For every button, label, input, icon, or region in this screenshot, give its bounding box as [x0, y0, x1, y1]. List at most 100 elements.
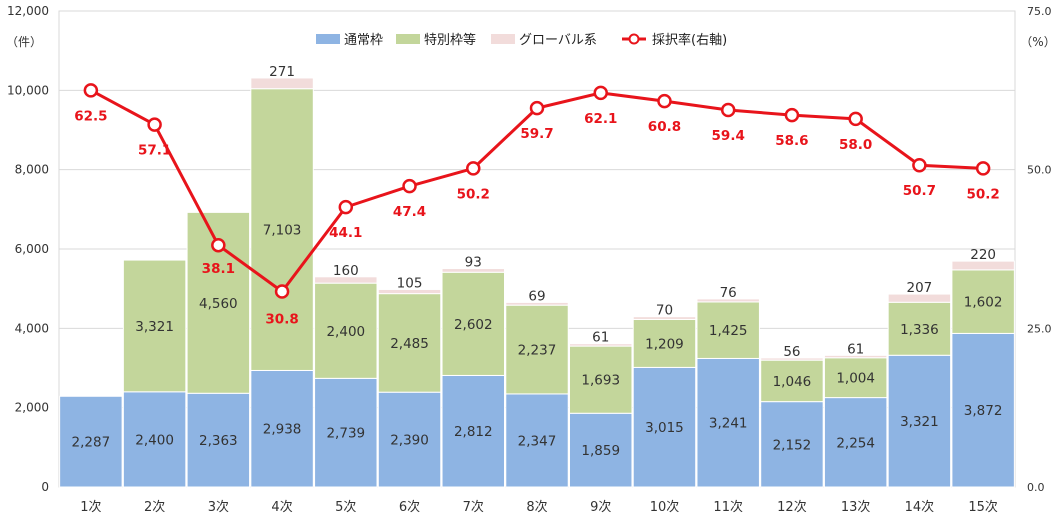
bar-segment	[314, 276, 378, 284]
legend-label: 通常枠	[344, 33, 383, 48]
bar-segment	[250, 88, 314, 371]
bar-value-label: 3,872	[964, 403, 1003, 419]
bar-value-label: 2,390	[390, 433, 429, 449]
bar-value-label: 93	[465, 255, 482, 271]
bar-segment	[887, 354, 952, 488]
rate-point	[274, 284, 290, 299]
rate-point	[720, 102, 736, 118]
rate-value-label: 50.2	[457, 186, 490, 202]
rate-value-label: 59.4	[712, 128, 745, 144]
bar-segment	[122, 391, 187, 488]
rate-value-label: 44.1	[329, 225, 362, 241]
legend-label: グローバル系	[519, 33, 597, 48]
rate-point	[466, 161, 481, 176]
category-label: 3次	[208, 499, 229, 515]
bar-value-label: 3,321	[135, 319, 174, 335]
category-label: 8次	[526, 499, 547, 515]
rate-point	[975, 161, 991, 176]
bar-value-label: 2,812	[454, 424, 493, 440]
rate-point	[848, 111, 863, 127]
rate-value-label: 58.6	[775, 133, 808, 149]
bar-value-label: 1,859	[581, 443, 620, 459]
category-label: 6次	[399, 499, 420, 515]
bar-value-label: 220	[970, 247, 996, 263]
rate-value-label: 47.4	[393, 204, 426, 220]
bar-segment	[377, 391, 442, 488]
bar-value-label: 1,004	[836, 371, 875, 387]
category-label: 13次	[841, 499, 871, 515]
bar-value-label: 1,602	[964, 295, 1003, 311]
bar-segment	[441, 271, 505, 376]
rate-point	[657, 93, 672, 109]
legend: 通常枠 特別枠等 グローバル系 採択率(右軸)	[310, 27, 748, 53]
bar-segment	[569, 343, 633, 347]
left-tick-label: 12,000	[7, 4, 49, 18]
bar-value-label: 3,015	[645, 420, 684, 436]
bar-value-label: 2,237	[518, 343, 557, 359]
bar-segment	[505, 301, 569, 306]
bar-value-label: 1,693	[581, 373, 620, 389]
bar-segment	[696, 357, 760, 488]
bar-segment	[951, 269, 1015, 334]
rate-value-label: 57.1	[138, 143, 171, 159]
bar-value-label: 1,046	[773, 374, 812, 390]
rate-point	[211, 237, 226, 253]
bar-segment	[505, 304, 569, 395]
bar-value-label: 70	[656, 303, 673, 319]
bar-value-label: 1,336	[900, 322, 939, 338]
bar-value-label: 271	[269, 64, 295, 80]
bar-segment	[250, 369, 314, 488]
bar-value-label: 2,363	[199, 433, 238, 449]
right-tick-label: 0.0	[1027, 481, 1045, 494]
bar-segment	[314, 377, 378, 488]
category-label: 10次	[650, 499, 680, 515]
left-tick-label: 8,000	[15, 163, 49, 177]
bar-segment	[951, 332, 1015, 488]
bar-segment	[696, 298, 760, 303]
bar-segment	[569, 345, 633, 414]
bar-segment	[59, 395, 123, 488]
category-label: 15次	[968, 499, 998, 515]
rate-value-label: 50.7	[903, 183, 936, 199]
bar-value-label: 2,400	[326, 324, 365, 340]
rate-value-label: 58.0	[839, 137, 872, 153]
left-tick-label: 0	[41, 480, 49, 494]
category-label: 12次	[777, 499, 807, 515]
bar-value-label: 2,400	[135, 432, 174, 448]
rate-point	[83, 83, 99, 98]
bar-segment	[887, 293, 952, 303]
bar-value-label: 2,287	[72, 435, 111, 451]
bar-value-label: 160	[333, 263, 359, 279]
bar-segment	[441, 268, 505, 273]
rate-value-label: 38.1	[202, 261, 235, 277]
bar-segment	[186, 392, 251, 488]
bar-value-label: 56	[783, 344, 800, 360]
rate-point	[338, 199, 354, 215]
x-axis: 1次 2次 3次 4次 5次 6次 7次 8次 9次 10次 11次 12次 13次 14次 15次	[80, 499, 998, 515]
rate-point	[529, 100, 545, 116]
bar-value-label: 1,425	[709, 323, 748, 339]
right-tick-label: 50.0	[1027, 164, 1052, 177]
category-label: 2次	[144, 499, 165, 515]
bar-value-label: 2,254	[836, 435, 875, 451]
bar-segment	[632, 366, 697, 488]
bar-segment	[314, 282, 378, 379]
bars: 2,287 2,400 3,321 2,363 4,560 2,938 7,103 271 2,…	[59, 64, 1015, 488]
category-label: 5次	[335, 499, 356, 515]
bar-value-label: 3,321	[900, 414, 939, 430]
bar-value-label: 61	[592, 330, 609, 346]
rate-value-label: 62.5	[74, 108, 107, 124]
bar-value-label: 2,347	[518, 433, 557, 449]
category-label: 7次	[463, 499, 484, 515]
legend-box	[310, 27, 748, 53]
bar-segment	[823, 354, 888, 359]
bar-value-label: 61	[847, 341, 864, 357]
bar-value-label: 76	[720, 285, 737, 301]
bar-value-label: 69	[528, 288, 545, 304]
bar-segment	[823, 397, 888, 488]
category-label: 1次	[80, 499, 101, 515]
right-axis: 0.0 25.0 50.0 75.0 （%）	[1020, 5, 1055, 494]
left-axis: 0 2,000 4,000 6,000 8,000 10,000 12,000 （件）	[6, 4, 49, 494]
category-label: 4次	[271, 499, 292, 515]
